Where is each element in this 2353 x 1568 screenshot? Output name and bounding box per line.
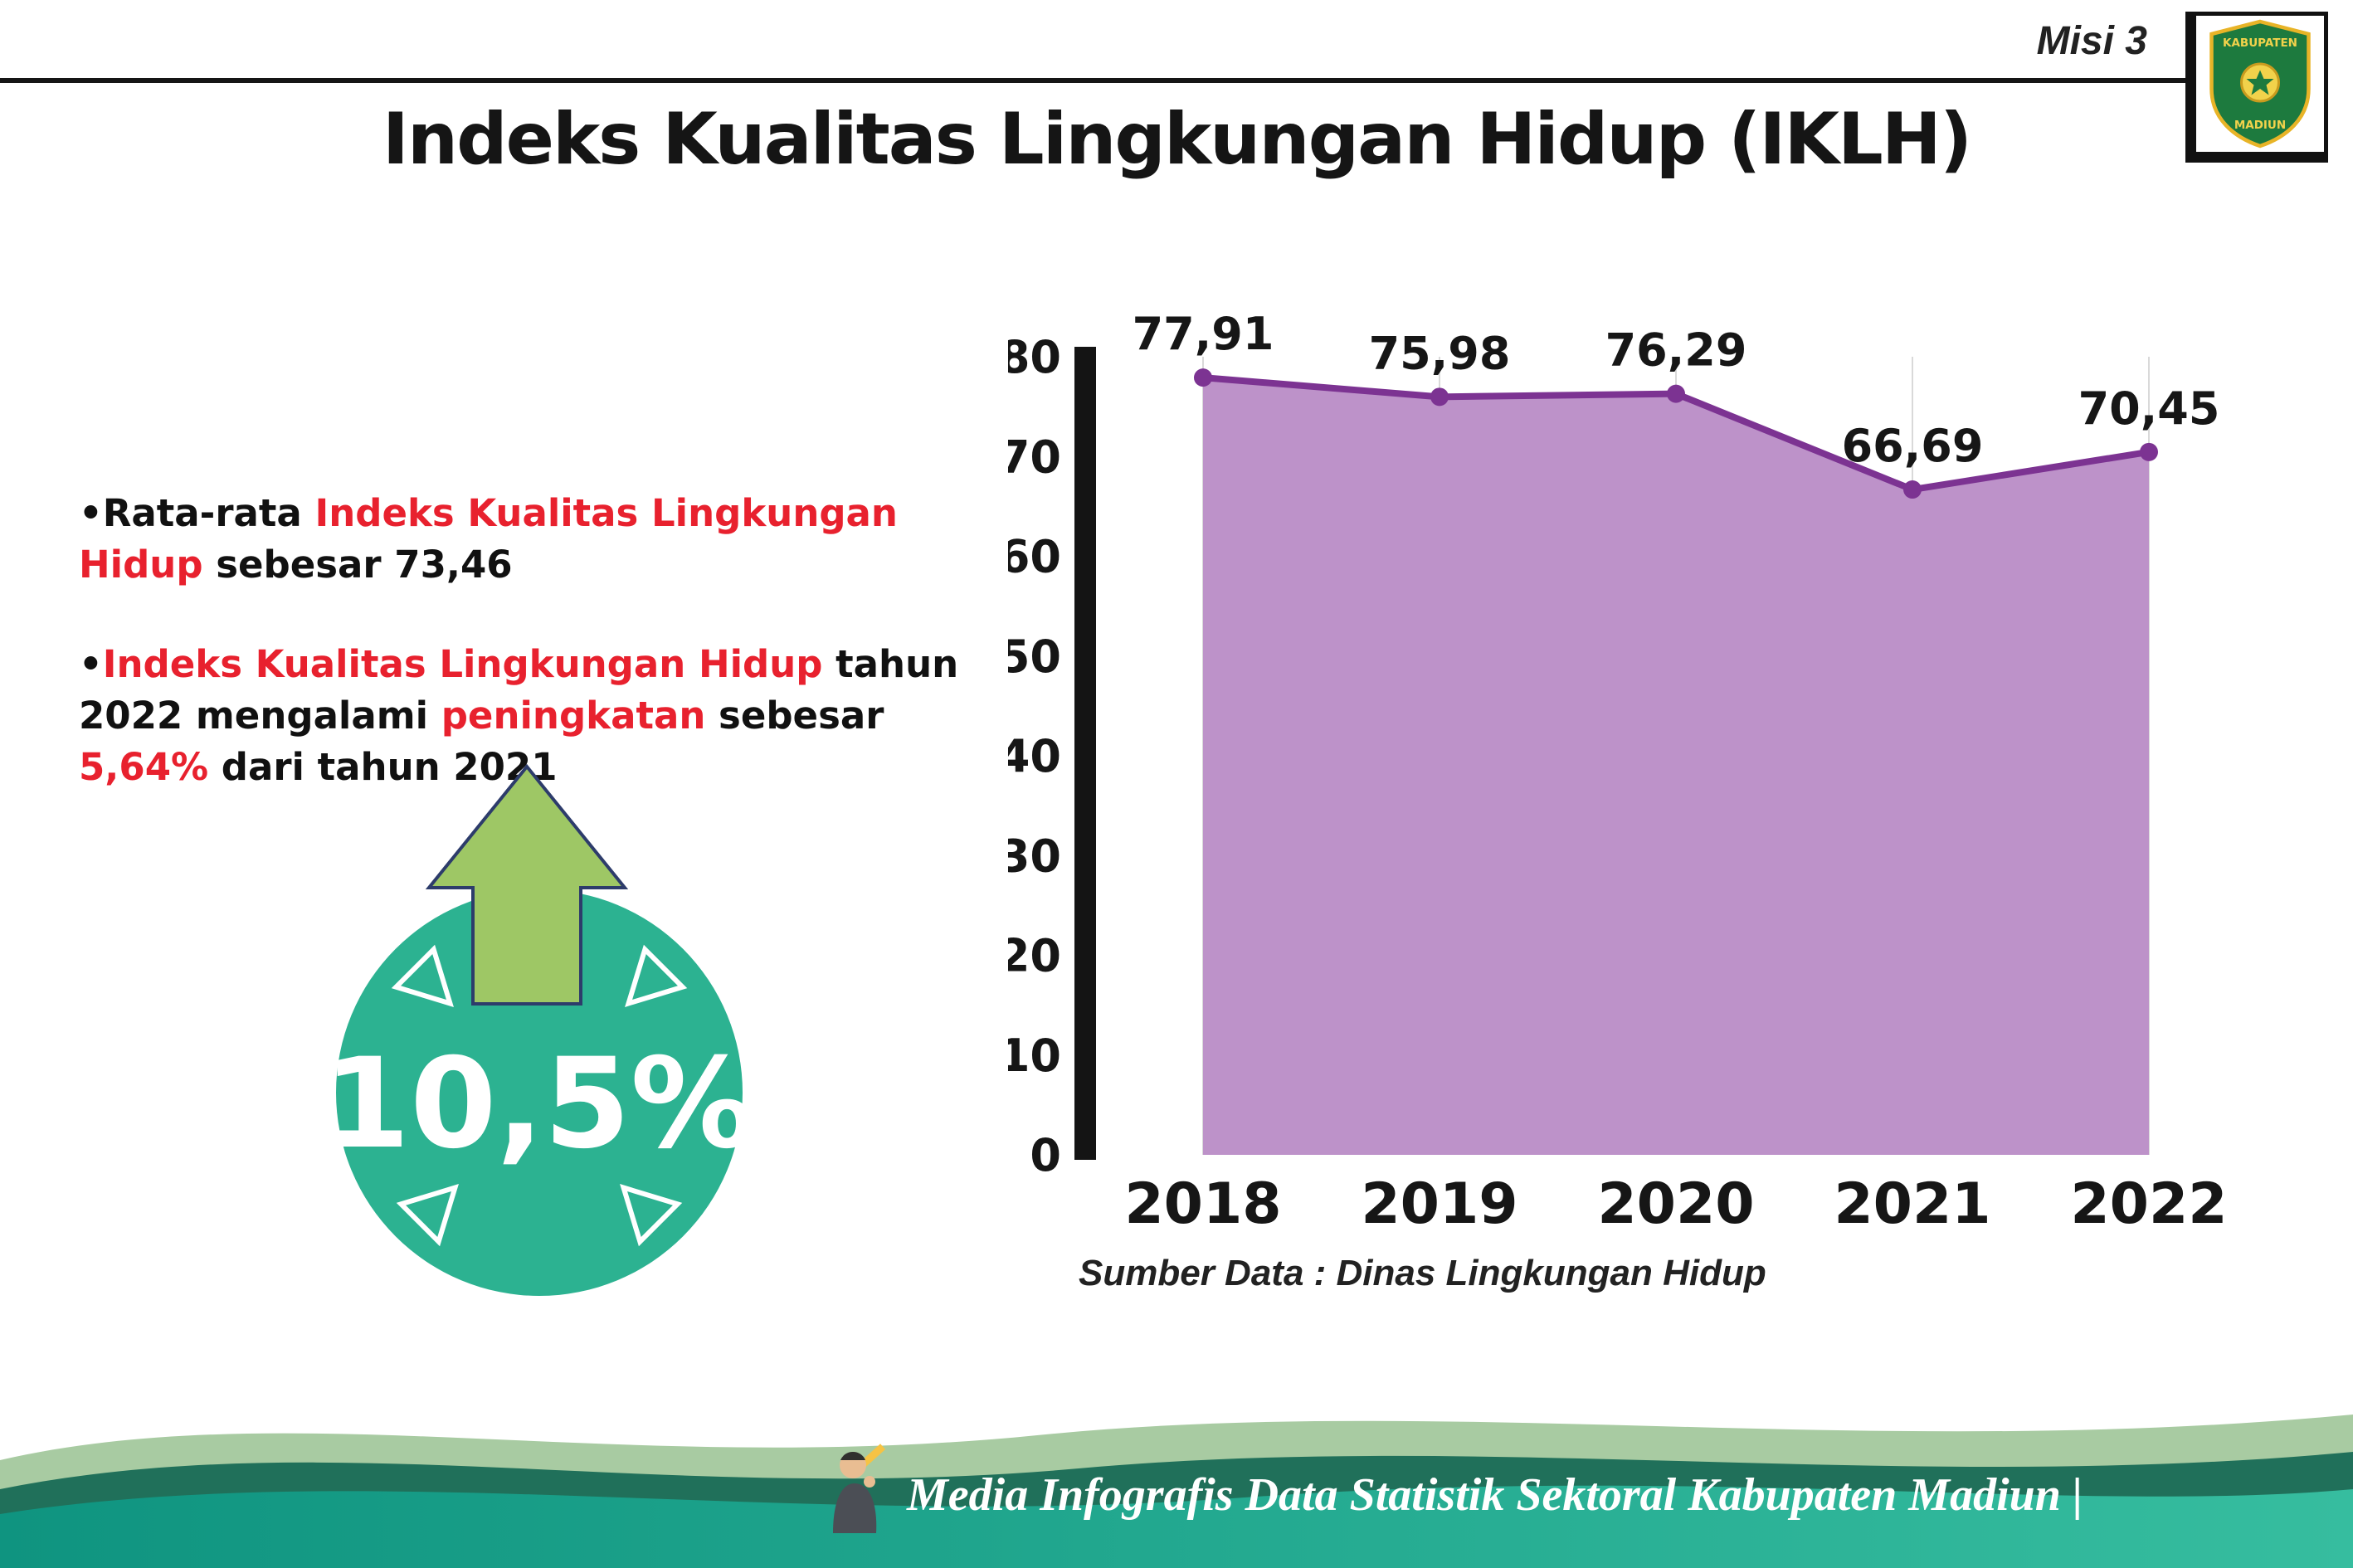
x-tick-label: 2021	[1834, 1171, 1990, 1237]
y-axis	[1074, 347, 1096, 1160]
badge-triangle-decorations	[391, 944, 688, 1247]
bullet-item: •Rata-rata Indeks Kualitas Lingkungan Hi…	[79, 488, 1008, 591]
value-label: 77,91	[1133, 309, 1274, 360]
x-tick-label: 2018	[1124, 1171, 1281, 1237]
bullet-text-segment: 5,64%	[79, 745, 209, 790]
chart-point	[1667, 384, 1685, 403]
source-note: Sumber Data : Dinas Lingkungan Hidup	[1079, 1253, 1766, 1293]
bullet-text-segment: Rata-rata	[102, 491, 315, 535]
value-label: 66,69	[1842, 420, 1984, 472]
y-tick-label: 20	[1008, 930, 1061, 982]
y-tick-label: 50	[1008, 631, 1061, 683]
y-tick-label: 30	[1008, 830, 1061, 882]
bullet-text-segment: tahun 2022 mengalami	[79, 642, 959, 738]
y-tick-label: 40	[1008, 730, 1061, 782]
bullet-text-segment: dari tahun 2021	[208, 745, 558, 790]
iklh-chart: 77,91 75,98 76,29 66,69 70,45 0 10 20 30 40 50 60 70…	[1008, 309, 2228, 1237]
crest-icon: KABUPATEN MADIUN	[2209, 19, 2311, 149]
badge-value: 10,5%	[324, 1032, 755, 1176]
y-tick-label: 70	[1008, 431, 1061, 483]
chart-point	[1430, 387, 1449, 407]
value-label: 75,98	[1369, 327, 1511, 379]
bullets: •Rata-rata Indeks Kualitas Lingkungan Hi…	[79, 488, 1008, 841]
footer-text: Media Infografis Data Statistik Sektoral…	[907, 1469, 2083, 1521]
crest-star-icon	[2246, 70, 2274, 95]
bullet-text-segment: peningkatan	[441, 694, 706, 738]
up-arrow-icon	[425, 763, 629, 1006]
crest-top-text: KABUPATEN	[2223, 37, 2297, 50]
x-tick-label: 2020	[1597, 1171, 1754, 1237]
bullet-text-segment: sebesar 73,46	[202, 543, 513, 587]
mascot-icon	[833, 1444, 886, 1533]
bullet-marker: •	[79, 491, 103, 535]
footer: Media Infografis Data Statistik Sektoral…	[0, 1336, 2353, 1568]
chart-point	[2140, 442, 2158, 461]
value-label: 70,45	[2078, 382, 2220, 435]
bullet-text-segment: Indeks Kualitas Lingkungan Hidup	[79, 491, 898, 587]
x-tick-label: 2022	[2070, 1171, 2227, 1237]
page-title: Indeks Kualitas Lingkungan Hidup (IKLH)	[382, 98, 1972, 181]
crest-bottom-text: MADIUN	[2234, 119, 2286, 132]
y-tick-label: 0	[1030, 1129, 1061, 1181]
y-tick-label: 10	[1008, 1030, 1061, 1082]
kabupaten-madiun-logo: KABUPATEN MADIUN	[2185, 12, 2328, 163]
chart-area	[1203, 377, 2149, 1155]
value-label: 76,29	[1605, 324, 1747, 377]
footer-row: Media Infografis Data Statistik Sektoral…	[821, 1442, 2083, 1533]
x-tick-label: 2019	[1361, 1171, 1518, 1237]
bullet-item: •Indeks Kualitas Lingkungan Hidup tahun …	[79, 639, 1008, 793]
chart-point	[1903, 480, 1922, 499]
misi-label: Misi 3	[2036, 19, 2147, 63]
y-tick-label: 80	[1008, 331, 1061, 383]
footer-waves	[0, 1415, 2353, 1568]
bullet-text-segment: sebesar	[705, 694, 884, 738]
chart-point	[1194, 368, 1212, 387]
bullet-marker: •	[79, 642, 103, 687]
header-rule	[0, 78, 2192, 83]
increase-badge: 10,5%	[319, 757, 767, 1304]
y-tick-label: 60	[1008, 531, 1061, 583]
bullet-text-segment: Indeks Kualitas Lingkungan Hidup	[102, 642, 823, 687]
